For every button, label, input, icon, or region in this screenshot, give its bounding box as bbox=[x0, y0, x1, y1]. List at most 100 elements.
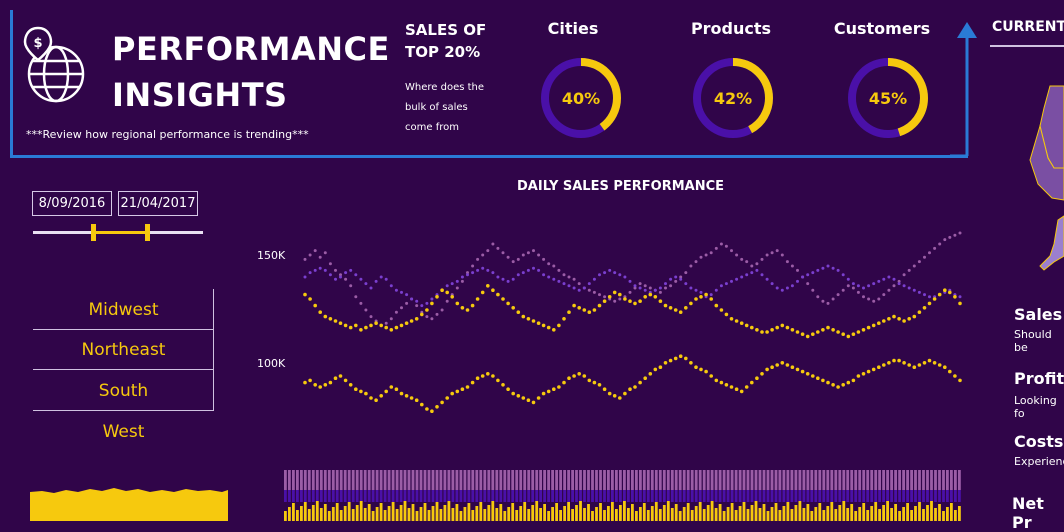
strip-bar bbox=[762, 470, 766, 490]
region-slicer-border bbox=[213, 289, 214, 411]
strip-bar bbox=[375, 490, 379, 502]
data-point bbox=[557, 268, 561, 272]
strip-bar bbox=[284, 511, 287, 521]
data-point bbox=[440, 288, 444, 292]
strip-bar bbox=[607, 506, 610, 521]
us-map-icon[interactable] bbox=[1010, 80, 1064, 280]
strip-bar bbox=[591, 511, 594, 521]
data-point bbox=[607, 391, 612, 396]
header-frame-arrow bbox=[950, 22, 977, 158]
data-point bbox=[735, 277, 739, 281]
strip-bar bbox=[758, 490, 762, 502]
data-point bbox=[339, 275, 342, 279]
data-point bbox=[689, 286, 693, 290]
strip-bar bbox=[950, 503, 953, 521]
strip-bar bbox=[292, 490, 295, 502]
data-point bbox=[476, 257, 480, 261]
strip-bar bbox=[842, 470, 846, 490]
data-point bbox=[953, 295, 957, 299]
strip-bar bbox=[674, 490, 678, 502]
data-point bbox=[521, 253, 525, 257]
data-point bbox=[348, 325, 353, 330]
data-point bbox=[445, 284, 449, 288]
data-point bbox=[592, 290, 596, 294]
region-item-midwest[interactable]: Midwest bbox=[33, 290, 214, 330]
date-slider-end-handle[interactable] bbox=[144, 224, 150, 241]
date-start-input[interactable]: 8/09/2016 bbox=[32, 191, 112, 216]
data-point bbox=[821, 266, 825, 270]
data-point bbox=[760, 257, 764, 261]
strip-bar bbox=[471, 470, 475, 490]
strip-bar bbox=[870, 470, 874, 490]
strip-bar bbox=[666, 470, 670, 490]
region-item-south[interactable]: South bbox=[33, 371, 214, 411]
data-point bbox=[623, 391, 627, 396]
data-point bbox=[699, 367, 703, 372]
strip-bar bbox=[714, 508, 718, 521]
region-item-west[interactable]: West bbox=[102, 422, 145, 442]
data-point bbox=[861, 372, 866, 376]
strip-bar bbox=[503, 490, 507, 502]
strip-bar bbox=[443, 490, 447, 502]
data-point bbox=[775, 249, 779, 253]
data-point bbox=[836, 268, 840, 272]
data-point bbox=[374, 321, 378, 325]
region-item-northeast[interactable]: Northeast bbox=[33, 330, 214, 370]
strip-bar bbox=[419, 507, 423, 521]
strip-bar bbox=[882, 505, 885, 521]
data-point bbox=[612, 290, 617, 295]
strip-bar bbox=[435, 502, 439, 521]
data-point bbox=[333, 319, 338, 323]
data-point bbox=[653, 288, 657, 292]
strip-bar bbox=[666, 490, 670, 502]
data-point bbox=[465, 308, 470, 312]
strip-bar bbox=[838, 490, 842, 502]
strip-bar bbox=[950, 490, 953, 502]
strip-bar bbox=[726, 490, 730, 502]
data-point bbox=[877, 279, 881, 283]
data-point bbox=[460, 275, 464, 279]
data-point bbox=[323, 251, 327, 255]
strip-bar bbox=[319, 490, 323, 502]
kpi-ring-cities: 40% bbox=[541, 58, 621, 138]
data-point bbox=[430, 409, 434, 413]
data-point bbox=[862, 286, 865, 290]
strip-bar bbox=[539, 470, 542, 490]
strip-bar bbox=[435, 470, 439, 490]
data-point bbox=[714, 246, 718, 250]
data-point bbox=[526, 317, 531, 321]
data-point bbox=[577, 372, 581, 376]
data-point bbox=[389, 328, 394, 332]
data-point bbox=[907, 317, 911, 321]
data-point bbox=[389, 385, 394, 389]
strip-bar bbox=[902, 470, 905, 490]
strip-bar bbox=[431, 470, 435, 490]
data-point bbox=[532, 266, 535, 270]
data-point bbox=[531, 400, 536, 405]
date-end-input[interactable]: 21/04/2017 bbox=[118, 191, 198, 216]
data-point bbox=[354, 323, 358, 328]
strip-bar bbox=[946, 490, 949, 502]
strip-bar bbox=[443, 505, 447, 521]
strip-bar bbox=[499, 504, 503, 521]
data-point bbox=[765, 277, 769, 281]
data-point bbox=[841, 332, 845, 336]
strip-bar bbox=[627, 470, 630, 490]
strip-bar bbox=[690, 470, 694, 490]
strip-bar bbox=[646, 470, 650, 490]
strip-bar bbox=[774, 503, 778, 521]
daily-sales-chart[interactable] bbox=[300, 225, 965, 450]
strip-bar bbox=[878, 509, 881, 521]
data-point bbox=[481, 253, 485, 257]
data-point bbox=[790, 284, 794, 288]
data-point bbox=[816, 268, 820, 272]
tab-current[interactable]: CURRENT bbox=[992, 19, 1064, 35]
data-point bbox=[552, 328, 556, 332]
strip-bar bbox=[567, 502, 570, 521]
data-point bbox=[892, 314, 896, 319]
strip-bar bbox=[646, 510, 650, 521]
top-heading-line2: TOP 20% bbox=[405, 43, 481, 61]
data-point bbox=[836, 385, 840, 389]
strip-bar bbox=[810, 511, 814, 521]
date-slider-start-handle[interactable] bbox=[90, 224, 96, 241]
